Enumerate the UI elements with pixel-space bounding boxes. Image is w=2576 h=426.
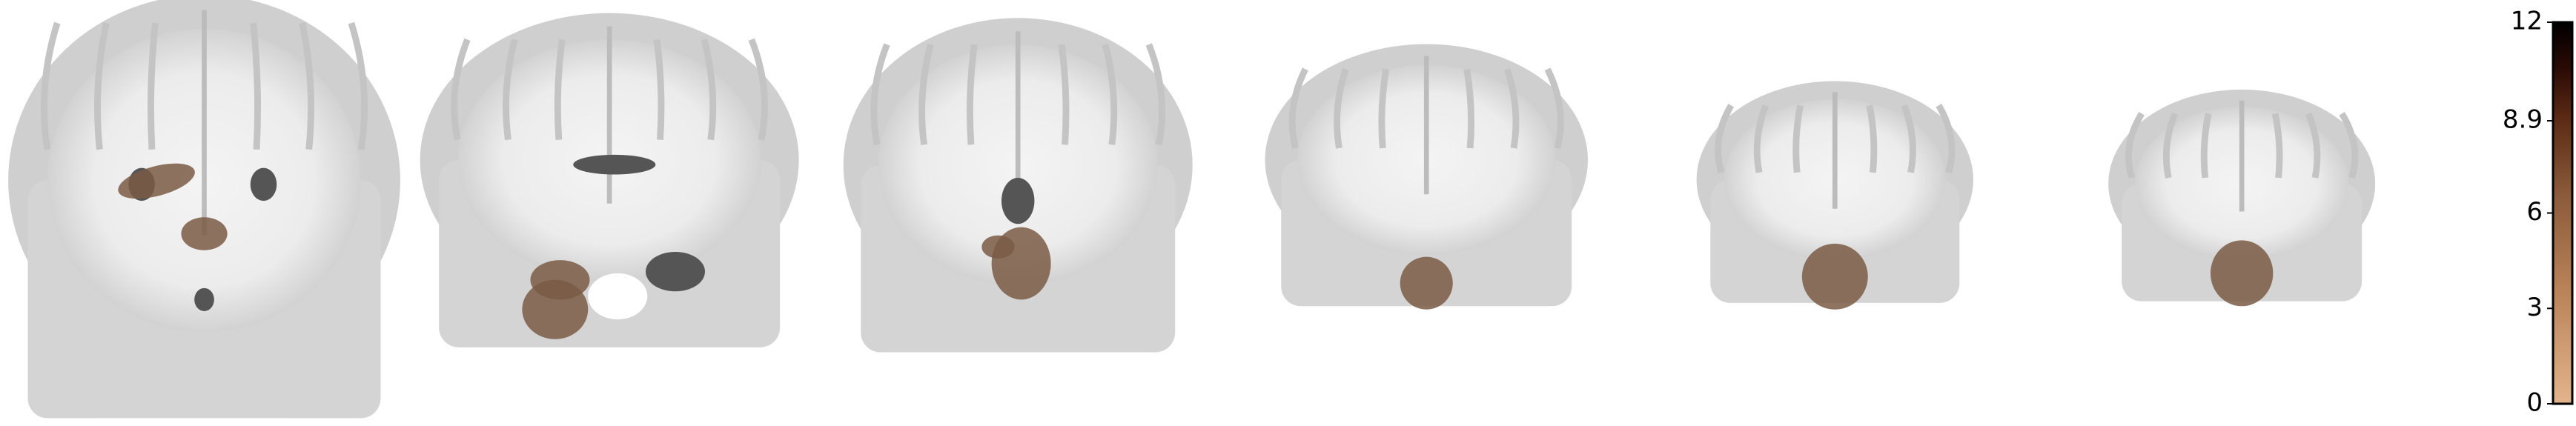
colorbar-tick-label: 12 (2511, 7, 2543, 36)
sulcus (2125, 111, 2145, 179)
sulcus (1463, 68, 1475, 149)
sulcus (1715, 103, 1735, 174)
ventricle (573, 154, 656, 175)
sulcus (503, 39, 518, 141)
overlay-region (1400, 256, 1453, 310)
sulcus (554, 39, 566, 140)
sulcus (250, 22, 261, 150)
sulcus (748, 38, 769, 141)
overlay-region (981, 235, 1015, 259)
ventricle (1001, 177, 1035, 224)
sulcus (1058, 44, 1070, 145)
sulcus (1503, 67, 1520, 149)
sulcus (2305, 112, 2321, 179)
sulcus (1334, 67, 1349, 149)
overlay-region (1801, 243, 1868, 310)
sulcus (451, 38, 471, 141)
sulcus (2339, 111, 2359, 179)
ventricle (250, 167, 277, 202)
sulcus (1792, 104, 1804, 173)
sulcus (1145, 43, 1166, 146)
overlay-region (530, 260, 590, 300)
sulcus (299, 22, 315, 150)
colorbar-gradient (2552, 21, 2574, 405)
colorbar-tick-label: 8.9 (2503, 105, 2543, 135)
sulcus (1288, 67, 1308, 150)
sulcus (1102, 43, 1118, 145)
colorbar-tick-label: 6 (2526, 197, 2543, 227)
sulcus (653, 39, 665, 140)
colorbar: 0 3 6 8.9 12 (2503, 7, 2574, 418)
overlay-region (181, 217, 228, 250)
sulcus (1378, 68, 1390, 149)
brain-slices (8, 0, 2376, 419)
gap (588, 273, 648, 320)
sulcus (1866, 104, 1878, 173)
colorbar-tick-label: 3 (2526, 293, 2543, 322)
sulcus (966, 44, 978, 145)
overlay-region (2210, 240, 2274, 307)
sulcus (918, 43, 934, 145)
sulcus (2271, 113, 2283, 179)
sulcus (701, 39, 717, 141)
sulcus (1936, 103, 1956, 174)
colorbar-tick-label: 0 (2526, 388, 2543, 418)
sulcus (2162, 112, 2179, 179)
sulcus (870, 43, 890, 146)
ventricle (646, 251, 706, 292)
ventricle (194, 287, 214, 311)
sulcus (2200, 113, 2212, 179)
sulcus (94, 22, 110, 150)
sulcus (1544, 67, 1564, 150)
sulcus (1901, 104, 1916, 173)
sulcus (41, 21, 61, 150)
sulcus (148, 22, 159, 150)
sulcus (348, 21, 368, 150)
overlay-region (118, 163, 195, 199)
sulcus (1753, 104, 1769, 173)
